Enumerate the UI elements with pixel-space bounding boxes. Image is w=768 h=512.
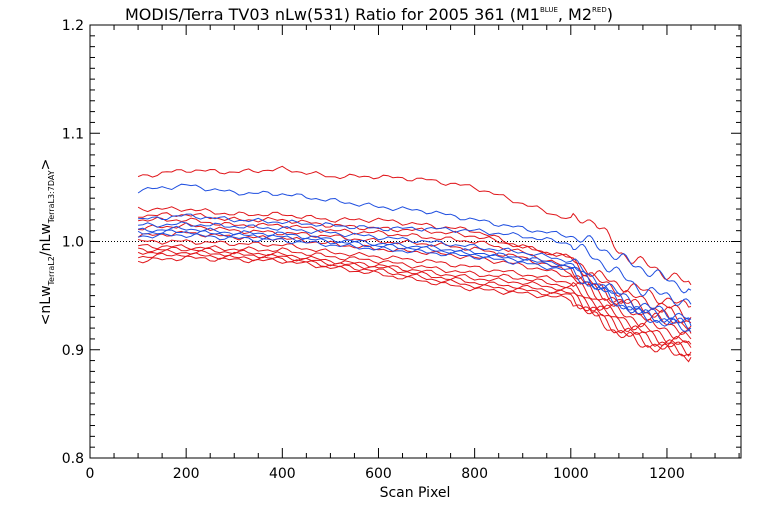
y-tick-label: 1.1 <box>62 126 84 142</box>
series-line-m2 <box>137 252 692 357</box>
title-main: MODIS/Terra TV03 nLw(531) Ratio for 2005… <box>125 5 540 24</box>
series-line-m2 <box>137 246 692 348</box>
series-line-m2 <box>137 239 692 340</box>
y-tick-label: 0.9 <box>62 343 84 359</box>
x-tick-label: 600 <box>365 466 392 482</box>
series-line-m1 <box>138 221 692 320</box>
x-axis-label: Scan Pixel <box>380 485 451 501</box>
chart-title: MODIS/Terra TV03 nLw(531) Ratio for 2005… <box>125 5 613 24</box>
title-sup-m2: RED <box>592 6 607 14</box>
x-tick-label: 400 <box>269 466 296 482</box>
series-line-m2 <box>137 249 692 357</box>
y-tick-labels: 0.8 0.9 1.0 1.1 1.2 <box>62 18 84 467</box>
x-tick-label: 200 <box>173 466 200 482</box>
series-line-m2 <box>138 212 692 322</box>
ylabel-close: > <box>38 159 54 171</box>
series-line-m1 <box>137 183 692 294</box>
ylabel-open: <nLw <box>38 285 54 325</box>
ylabel-sub2: TerraL3:7DAY <box>47 170 56 224</box>
x-tick-label: 1200 <box>649 466 685 482</box>
ylabel-slash: /nLw <box>38 223 54 256</box>
y-tick-label: 1.0 <box>62 235 84 251</box>
y-tick-label: 0.8 <box>62 451 84 467</box>
series-line-m2 <box>138 243 692 345</box>
ylabel-sub1: TerraL2 <box>47 256 56 286</box>
series-line-m2 <box>137 255 692 363</box>
series-line-m2 <box>137 165 692 286</box>
title-end: ) <box>607 5 613 24</box>
x-tick-labels: 0 200 400 600 800 1000 1200 <box>86 466 685 482</box>
y-axis-label: <nLwTerraL2/nLwTerraL3:7DAY> <box>38 159 56 326</box>
axis-ticks <box>89 24 741 459</box>
series-line-m1 <box>138 213 692 307</box>
plot-frame <box>89 24 742 459</box>
series-line-m1 <box>138 225 692 327</box>
series-line-m2 <box>137 230 692 336</box>
y-tick-label: 1.2 <box>62 18 84 34</box>
series-line-m2 <box>138 222 692 330</box>
series-line-m2 <box>138 216 692 324</box>
x-tick-label: 1000 <box>553 466 589 482</box>
x-tick-label: 0 <box>86 466 95 482</box>
series-line-m1 <box>137 232 692 332</box>
title-sup-m1: BLUE <box>540 6 558 14</box>
data-series <box>137 165 692 363</box>
x-tick-label: 800 <box>461 466 488 482</box>
title-mid: , M2 <box>558 5 592 24</box>
